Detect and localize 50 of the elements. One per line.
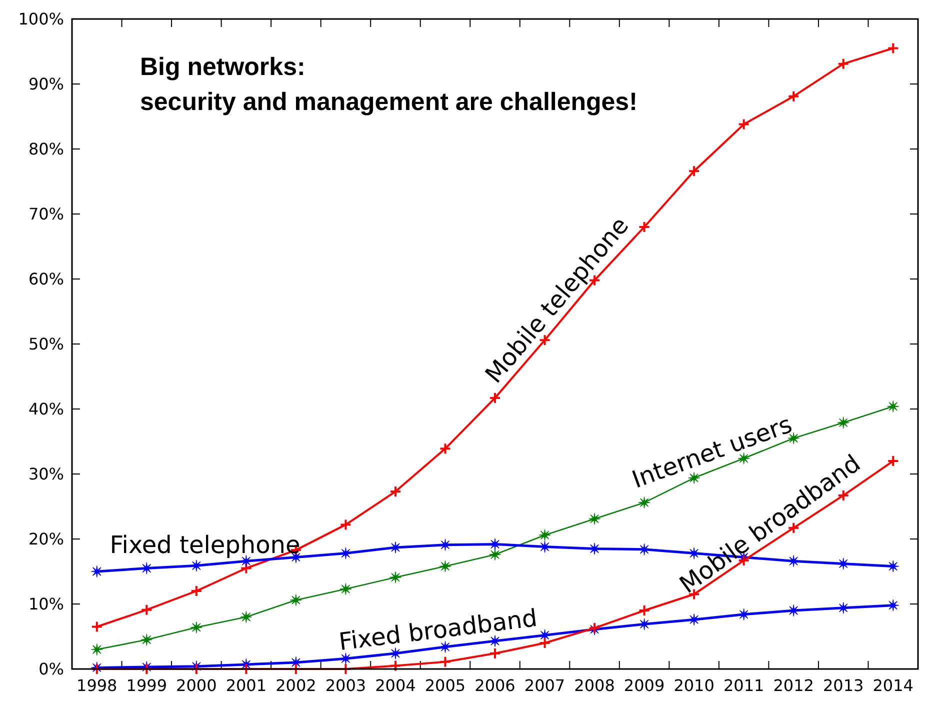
y-tick-label: 20%	[28, 530, 64, 548]
point	[837, 416, 850, 429]
point	[887, 400, 900, 412]
point	[340, 582, 352, 596]
y-tick-label: 30%	[28, 464, 64, 484]
y-tick-label: 60%	[28, 270, 64, 288]
y-tick-label: 90%	[28, 74, 64, 94]
point	[290, 594, 302, 606]
point	[90, 565, 103, 578]
point	[638, 496, 650, 509]
x-tick-label: 2003	[325, 676, 366, 695]
x-tick-label: 2009	[624, 676, 665, 695]
point	[538, 529, 551, 542]
x-tick-label: 2001	[226, 676, 267, 695]
point	[140, 634, 153, 646]
x-tick-label: 1998	[76, 676, 118, 695]
x-tick-label: 2006	[474, 676, 516, 695]
x-tick-label: 2011	[723, 676, 764, 695]
y-tick-label: 40%	[28, 400, 64, 418]
point	[340, 547, 352, 560]
point	[887, 599, 900, 612]
point	[90, 643, 103, 656]
point	[240, 610, 252, 624]
text: Big networks:	[140, 53, 306, 81]
x-tick-label: 2008	[574, 676, 615, 695]
point	[190, 621, 203, 634]
point	[389, 571, 402, 584]
y-tick-label: 10%	[28, 594, 64, 614]
x-tick-label: 2014	[872, 676, 914, 695]
x-tick-label: 2013	[822, 676, 864, 695]
y-tick-label: 100%	[18, 10, 64, 28]
x-tick-label: 2002	[276, 676, 316, 695]
x-tick-label: 2010	[674, 676, 714, 695]
y-tick-label: 0%	[38, 660, 64, 678]
x-tick-label: 2012	[773, 676, 814, 695]
point	[588, 512, 601, 525]
point	[887, 560, 900, 572]
y-tick-label: 80%	[28, 140, 64, 158]
x-tick-label: 1999	[126, 676, 168, 695]
x-tick-label: 2007	[524, 676, 566, 695]
y-tick-label: 50%	[28, 334, 64, 354]
x-tick-label: 2005	[424, 676, 466, 695]
text: security and management are challenges!	[140, 88, 638, 116]
point	[488, 548, 502, 561]
point	[439, 560, 452, 572]
text: Fixed broadband	[337, 604, 539, 656]
series-label: Fixed telephone	[110, 531, 300, 559]
x-tick-label: 2004	[375, 676, 416, 695]
y-tick-label: 70%	[28, 204, 64, 224]
x-tick-label: 2000	[176, 676, 217, 695]
